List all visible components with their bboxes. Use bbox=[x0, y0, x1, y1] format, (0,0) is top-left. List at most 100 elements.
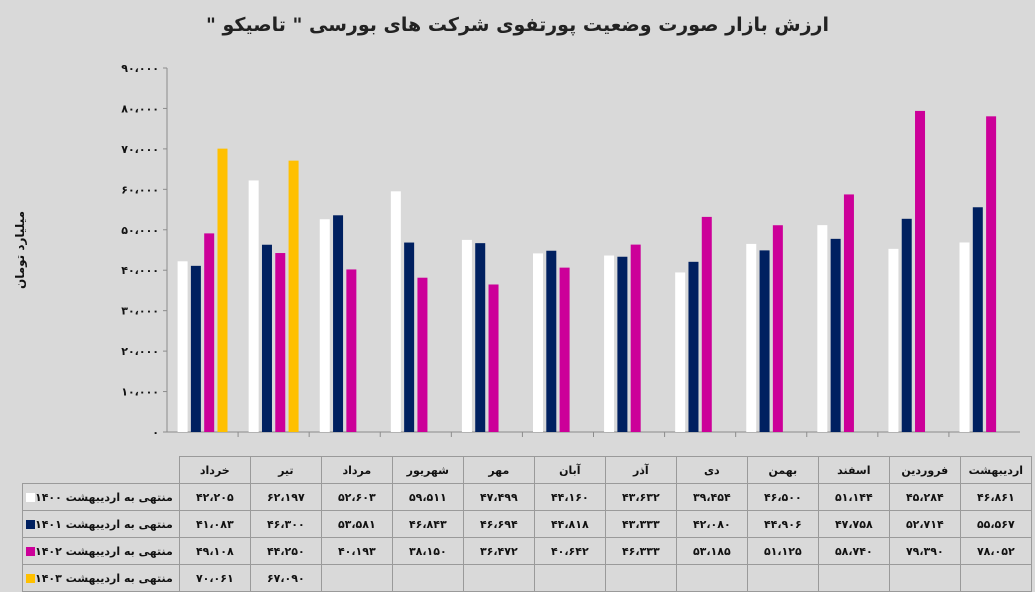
data-label bbox=[888, 564, 961, 592]
bar bbox=[346, 269, 357, 432]
bar bbox=[772, 225, 783, 432]
legend-swatch bbox=[26, 493, 35, 502]
y-tick-label: ۱۰،۰۰۰ bbox=[121, 386, 159, 399]
data-label: ۴۶،۶۹۴ bbox=[462, 510, 535, 538]
data-label: ۴۹،۱۰۸ bbox=[178, 537, 251, 565]
data-label: ۳۶،۴۷۲ bbox=[462, 537, 535, 565]
x-tick-label: اسفند bbox=[817, 456, 890, 484]
bar bbox=[817, 225, 828, 432]
data-label: ۷۹،۳۹۰ bbox=[888, 537, 961, 565]
data-table: خرداد تیر مرداد شهریور مهر آبان آذر دی بهمن اسفند… bbox=[22, 456, 1032, 592]
data-label: ۵۳،۱۸۵ bbox=[675, 537, 748, 565]
data-label: ۴۰،۶۴۲ bbox=[533, 537, 606, 565]
legend-entry: منتهی به اردیبهشت ۱۴۰۱ bbox=[22, 510, 180, 538]
chart-title: ارزش بازار صورت وضعیت پورتفوی شرکت های ب… bbox=[205, 14, 830, 36]
data-label: ۴۴،۸۱۸ bbox=[533, 510, 606, 538]
bar bbox=[217, 148, 228, 432]
data-label: ۴۶،۵۰۰ bbox=[746, 483, 819, 511]
data-label: ۴۴،۹۰۶ bbox=[746, 510, 819, 538]
bar bbox=[533, 253, 544, 432]
bar bbox=[275, 253, 286, 432]
bar-chart: ۰ ۱۰،۰۰۰ ۲۰،۰۰۰ ۳۰،۰۰۰ ۴۰،۰۰۰ ۵۰،۰۰۰ ۶۰،۰۰۰ ۷۰،… bbox=[121, 62, 1020, 439]
x-tick-label: آذر bbox=[604, 456, 677, 484]
table-row: منتهی به اردیبهشت ۱۴۰۰ ۴۲،۲۰۵ ۶۲،۱۹۷ ۵۲،۶۰۳… bbox=[22, 483, 1032, 511]
data-label bbox=[817, 564, 890, 592]
x-tick-label: دی bbox=[675, 456, 748, 484]
data-label bbox=[533, 564, 606, 592]
data-label: ۳۸،۱۵۰ bbox=[391, 537, 464, 565]
table-row: منتهی به اردیبهشت ۱۴۰۲ ۴۹،۱۰۸ ۴۴،۲۵۰ ۴۰،۱۹۳… bbox=[22, 537, 1032, 565]
y-tick-label: ۷۰،۰۰۰ bbox=[121, 143, 159, 156]
y-tick-label: ۳۰،۰۰۰ bbox=[121, 305, 159, 318]
x-tick-label: مرداد bbox=[320, 456, 393, 484]
bar bbox=[417, 277, 428, 432]
bar bbox=[901, 218, 912, 432]
legend-label: منتهی به اردیبهشت ۱۴۰۰ bbox=[35, 490, 173, 504]
bar bbox=[830, 238, 841, 432]
bar bbox=[759, 250, 770, 432]
data-label: ۴۱،۰۸۳ bbox=[178, 510, 251, 538]
bar bbox=[204, 233, 215, 432]
data-label: ۴۴،۲۵۰ bbox=[249, 537, 322, 565]
bar bbox=[746, 243, 757, 432]
data-label: ۷۰،۰۶۱ bbox=[178, 564, 251, 592]
bar bbox=[546, 250, 557, 432]
bar bbox=[177, 261, 188, 432]
data-label: ۴۲،۲۰۵ bbox=[178, 483, 251, 511]
x-tick-label: شهریور bbox=[391, 456, 464, 484]
y-tick-label: ۲۰،۰۰۰ bbox=[121, 345, 159, 358]
legend-label: منتهی به اردیبهشت ۱۴۰۱ bbox=[35, 517, 173, 531]
bar bbox=[261, 244, 272, 432]
bar bbox=[617, 256, 628, 432]
data-label: ۵۵،۵۶۷ bbox=[959, 510, 1032, 538]
table-row: منتهی به اردیبهشت ۱۴۰۳ ۷۰،۰۶۱ ۶۷،۰۹۰ bbox=[22, 564, 1032, 592]
legend-swatch bbox=[26, 520, 35, 529]
y-tick-label: ۸۰،۰۰۰ bbox=[121, 102, 159, 115]
bar bbox=[248, 180, 259, 432]
x-tick-label: بهمن bbox=[746, 456, 819, 484]
y-tick-label: ۶۰،۰۰۰ bbox=[121, 183, 159, 196]
data-label bbox=[675, 564, 748, 592]
bar bbox=[190, 265, 201, 432]
x-tick-label: اردیبهشت bbox=[959, 456, 1032, 484]
x-tick-label: مهر bbox=[462, 456, 535, 484]
bar bbox=[986, 116, 997, 432]
data-label: ۳۹،۴۵۴ bbox=[675, 483, 748, 511]
data-label bbox=[391, 564, 464, 592]
data-label bbox=[462, 564, 535, 592]
legend-label: منتهی به اردیبهشت ۱۴۰۳ bbox=[35, 571, 173, 585]
data-label: ۵۱،۱۲۵ bbox=[746, 537, 819, 565]
data-label: ۶۲،۱۹۷ bbox=[249, 483, 322, 511]
bar bbox=[888, 248, 899, 432]
table-corner bbox=[23, 457, 180, 484]
y-tick-label: ۹۰،۰۰۰ bbox=[121, 62, 159, 75]
bar bbox=[675, 272, 686, 432]
x-tick-label: خرداد bbox=[178, 456, 251, 484]
data-label: ۴۴،۱۶۰ bbox=[533, 483, 606, 511]
data-label: ۷۸،۰۵۲ bbox=[959, 537, 1032, 565]
legend-entry: منتهی به اردیبهشت ۱۴۰۳ bbox=[22, 564, 180, 592]
data-label: ۵۹،۵۱۱ bbox=[391, 483, 464, 511]
bar bbox=[701, 216, 712, 432]
bar bbox=[559, 267, 570, 432]
data-label bbox=[959, 564, 1032, 592]
data-label: ۴۳،۳۳۳ bbox=[604, 510, 677, 538]
bar bbox=[404, 242, 415, 432]
legend-swatch bbox=[26, 547, 35, 556]
x-tick-label: فروردین bbox=[888, 456, 961, 484]
bar bbox=[288, 160, 299, 433]
data-label: ۵۲،۶۰۳ bbox=[320, 483, 393, 511]
data-label: ۵۳،۵۸۱ bbox=[320, 510, 393, 538]
data-label: ۴۷،۴۹۹ bbox=[462, 483, 535, 511]
legend-label: منتهی به اردیبهشت ۱۴۰۲ bbox=[35, 544, 173, 558]
data-label: ۴۲،۰۸۰ bbox=[675, 510, 748, 538]
bar bbox=[843, 194, 854, 432]
bar bbox=[959, 242, 970, 432]
bar bbox=[604, 255, 615, 432]
data-label: ۶۷،۰۹۰ bbox=[249, 564, 322, 592]
bar bbox=[915, 110, 926, 432]
legend-entry: منتهی به اردیبهشت ۱۴۰۲ bbox=[22, 537, 180, 565]
data-label: ۴۶،۸۶۱ bbox=[959, 483, 1032, 511]
data-label: ۵۱،۱۴۴ bbox=[817, 483, 890, 511]
data-label: ۴۷،۷۵۸ bbox=[817, 510, 890, 538]
